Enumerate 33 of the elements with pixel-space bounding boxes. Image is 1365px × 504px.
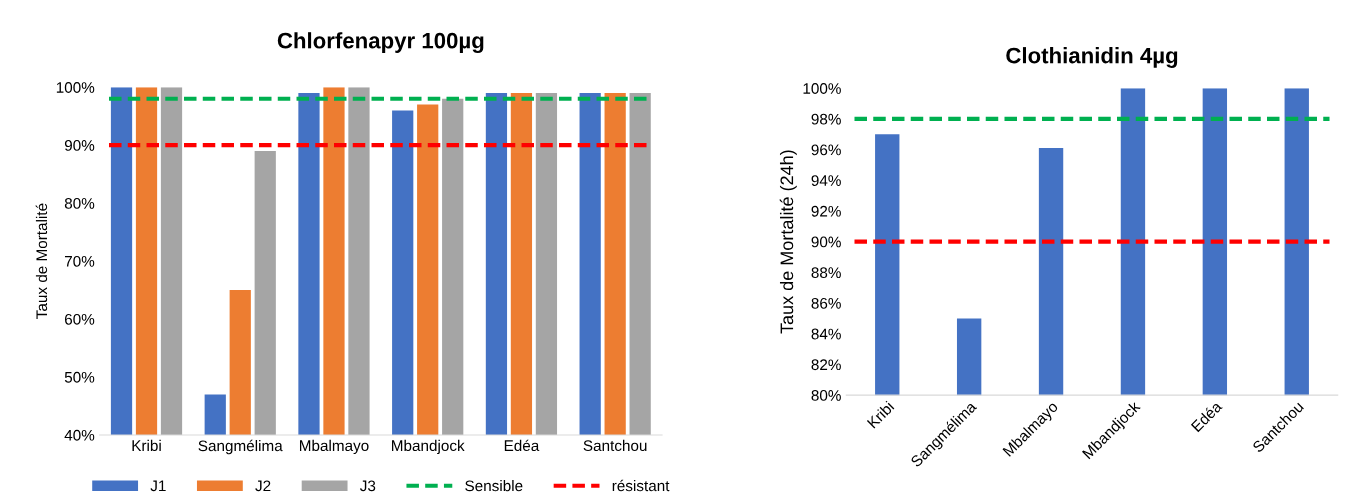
y-tick-label: 90% xyxy=(64,140,95,151)
y-tick-label: 90% xyxy=(811,236,841,248)
legend-label: J2 xyxy=(255,480,271,492)
legend-label: Sensible xyxy=(465,480,523,492)
y-tick-label: 70% xyxy=(64,255,95,267)
x-tick-label: Sangmélima xyxy=(198,439,283,455)
legend-label: résistant xyxy=(612,479,670,492)
x-tick-label: Edéa xyxy=(504,439,540,452)
chart-title: Chlorfenapyr 100µg xyxy=(277,32,484,54)
y-tick-label: 84% xyxy=(811,328,841,340)
legend-label: J3 xyxy=(360,480,376,492)
y-tick-label: 100% xyxy=(803,83,841,94)
y-tick-label: 40% xyxy=(64,429,95,441)
x-tick-label: Santchou xyxy=(583,439,647,452)
x-tick-label: Kribi xyxy=(132,439,161,452)
y-axis-title: Taux de Mortalité (24h) xyxy=(779,150,797,334)
y-tick-label: 80% xyxy=(811,390,841,401)
y-tick-label: 88% xyxy=(811,267,841,279)
y-tick-label: 82% xyxy=(811,359,841,371)
x-tick-label: Mbandjock xyxy=(392,439,465,455)
legend-label: J1 xyxy=(150,480,166,492)
y-tick-label: 100% xyxy=(56,82,95,93)
y-tick-label: 98% xyxy=(811,113,841,125)
y-tick-label: 94% xyxy=(811,175,841,186)
x-tick-label: Mbalmayo xyxy=(299,439,369,455)
y-tick-label: 80% xyxy=(64,197,95,209)
chart-title: Clothianidin 4µg xyxy=(1006,47,1178,68)
y-axis-title: Taux de Mortalité xyxy=(35,203,48,319)
y-tick-label: 50% xyxy=(64,371,95,383)
y-tick-label: 96% xyxy=(811,144,841,156)
y-tick-label: 86% xyxy=(811,297,841,309)
y-tick-label: 92% xyxy=(811,205,841,217)
y-tick-label: 60% xyxy=(64,313,95,325)
